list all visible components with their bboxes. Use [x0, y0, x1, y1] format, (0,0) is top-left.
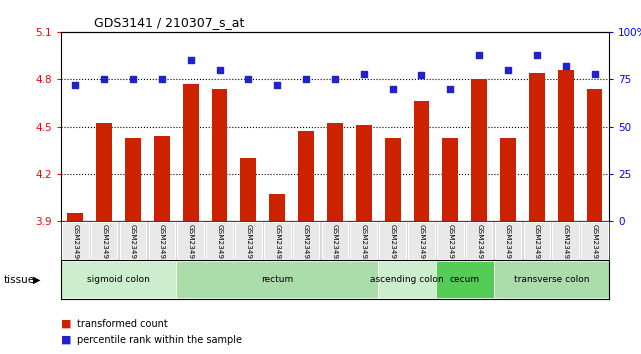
Point — [503, 67, 513, 73]
Text: GSM234914: GSM234914 — [217, 224, 222, 268]
FancyBboxPatch shape — [62, 222, 88, 259]
FancyBboxPatch shape — [436, 261, 494, 298]
Text: transformed count: transformed count — [77, 319, 168, 329]
FancyBboxPatch shape — [149, 222, 175, 259]
Point — [474, 52, 485, 57]
Bar — [500, 138, 516, 221]
FancyBboxPatch shape — [495, 222, 521, 259]
Point — [128, 76, 138, 82]
Text: percentile rank within the sample: percentile rank within the sample — [77, 335, 242, 345]
Text: GSM234918: GSM234918 — [419, 224, 424, 268]
Text: GSM234912: GSM234912 — [476, 224, 482, 268]
Text: ▶: ▶ — [33, 275, 41, 285]
Point — [358, 71, 369, 76]
Text: GSM234917: GSM234917 — [505, 224, 511, 268]
FancyBboxPatch shape — [379, 222, 406, 259]
Text: GSM234915: GSM234915 — [246, 224, 251, 268]
Point — [186, 57, 196, 63]
FancyBboxPatch shape — [408, 222, 435, 259]
Point — [445, 86, 455, 92]
Bar — [558, 70, 574, 221]
Point — [272, 82, 282, 88]
FancyBboxPatch shape — [206, 222, 233, 259]
FancyBboxPatch shape — [235, 222, 262, 259]
Bar — [471, 79, 487, 221]
Point — [301, 76, 312, 82]
Text: transverse colon: transverse colon — [513, 275, 589, 284]
Text: GSM234913: GSM234913 — [390, 224, 395, 268]
Text: GSM234927: GSM234927 — [361, 224, 367, 268]
Bar — [183, 84, 199, 221]
Point — [99, 76, 109, 82]
Text: GSM234916: GSM234916 — [130, 224, 136, 268]
FancyBboxPatch shape — [176, 261, 378, 298]
Point — [71, 82, 81, 88]
FancyBboxPatch shape — [178, 222, 204, 259]
Point — [329, 76, 340, 82]
FancyBboxPatch shape — [120, 222, 146, 259]
Bar — [67, 213, 83, 221]
FancyBboxPatch shape — [61, 261, 176, 298]
Text: GSM234921: GSM234921 — [563, 224, 569, 268]
Text: GSM234919: GSM234919 — [447, 224, 453, 268]
FancyBboxPatch shape — [378, 261, 436, 298]
Text: GDS3141 / 210307_s_at: GDS3141 / 210307_s_at — [94, 16, 244, 29]
Text: ■: ■ — [61, 335, 71, 345]
Bar — [385, 138, 401, 221]
Text: sigmoid colon: sigmoid colon — [87, 275, 150, 284]
Text: cecum: cecum — [450, 275, 479, 284]
Bar — [212, 88, 228, 221]
Text: GSM234911: GSM234911 — [188, 224, 194, 268]
FancyBboxPatch shape — [264, 222, 290, 259]
Bar — [154, 136, 170, 221]
Text: ■: ■ — [61, 319, 71, 329]
Bar — [269, 194, 285, 221]
Bar — [298, 131, 314, 221]
Text: tissue: tissue — [3, 275, 35, 285]
Point — [416, 73, 426, 78]
FancyBboxPatch shape — [91, 222, 117, 259]
Point — [589, 71, 599, 76]
FancyBboxPatch shape — [494, 261, 609, 298]
Bar — [413, 101, 429, 221]
Point — [214, 67, 224, 73]
FancyBboxPatch shape — [553, 222, 579, 259]
Bar — [125, 138, 141, 221]
Text: GSM234920: GSM234920 — [534, 224, 540, 268]
FancyBboxPatch shape — [322, 222, 348, 259]
Bar — [327, 124, 343, 221]
Bar — [96, 124, 112, 221]
Text: GSM234910: GSM234910 — [101, 224, 107, 268]
Text: GSM234923: GSM234923 — [274, 224, 280, 268]
FancyBboxPatch shape — [293, 222, 319, 259]
Text: ascending colon: ascending colon — [370, 275, 444, 284]
Point — [532, 52, 542, 57]
FancyBboxPatch shape — [351, 222, 377, 259]
FancyBboxPatch shape — [466, 222, 492, 259]
Text: GSM234922: GSM234922 — [592, 224, 597, 268]
Bar — [356, 125, 372, 221]
Text: rectum: rectum — [261, 275, 294, 284]
Point — [156, 76, 167, 82]
Point — [244, 76, 254, 82]
FancyBboxPatch shape — [437, 222, 463, 259]
Point — [387, 86, 397, 92]
Bar — [587, 88, 603, 221]
Point — [560, 63, 570, 69]
Bar — [240, 158, 256, 221]
FancyBboxPatch shape — [581, 222, 608, 259]
Text: GSM234924: GSM234924 — [303, 224, 309, 268]
Bar — [442, 138, 458, 221]
Text: GSM234909: GSM234909 — [72, 224, 78, 268]
Bar — [529, 73, 545, 221]
Text: GSM234926: GSM234926 — [159, 224, 165, 268]
Text: GSM234925: GSM234925 — [332, 224, 338, 268]
FancyBboxPatch shape — [524, 222, 550, 259]
